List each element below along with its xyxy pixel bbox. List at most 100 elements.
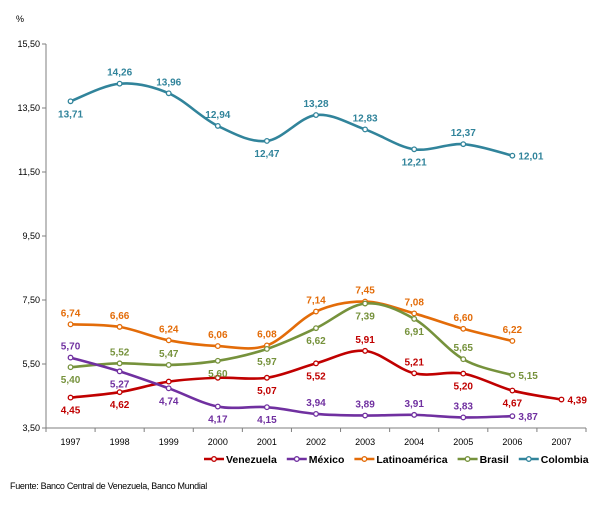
- legend-item-colombia: Colombia: [518, 454, 589, 466]
- data-label: 14,26: [107, 68, 132, 79]
- data-point: [214, 122, 221, 129]
- series-layer: [67, 80, 565, 421]
- data-point: [165, 378, 172, 385]
- data-label: 12,21: [402, 157, 427, 168]
- data-label: 5,15: [518, 371, 538, 382]
- data-point: [558, 396, 565, 403]
- x-tick-label: 1997: [61, 437, 81, 447]
- data-point: [362, 412, 369, 419]
- axes: 3,50 5,50 7,50 9,50 11,50 13,50 15,50 1997 1998 1…: [17, 39, 587, 447]
- data-point: [411, 310, 418, 317]
- data-point: [67, 354, 74, 361]
- data-label: 13,71: [58, 109, 83, 120]
- data-point: [411, 315, 418, 322]
- y-tick-label: 11,50: [18, 167, 40, 177]
- series-line: [70, 356, 513, 419]
- data-point: [362, 347, 369, 354]
- data-label: 4,74: [159, 396, 179, 407]
- x-tick-label: 2004: [404, 437, 424, 447]
- data-label: 5,27: [110, 379, 130, 390]
- legend-swatch-marker: [464, 456, 471, 462]
- data-label: 3,89: [355, 400, 375, 411]
- data-label: 4,15: [257, 415, 277, 426]
- data-point: [411, 370, 418, 377]
- data-point: [263, 138, 270, 144]
- data-point: [313, 410, 319, 417]
- data-label: 6,74: [61, 308, 81, 319]
- data-point: [313, 325, 319, 332]
- data-label: 7,39: [355, 312, 375, 323]
- data-label: 12,37: [451, 128, 476, 139]
- data-label: 4,17: [208, 415, 228, 426]
- legend-item-latinoamerica: Latinoamérica: [354, 454, 448, 466]
- data-label: 4,67: [503, 399, 523, 410]
- x-tick-label: 2003: [355, 437, 375, 447]
- data-point: [460, 414, 467, 421]
- legend-label: Latinoamérica: [376, 454, 447, 466]
- data-label: 6,91: [404, 327, 424, 338]
- data-label: 7,45: [355, 286, 375, 297]
- data-point: [165, 90, 172, 97]
- data-label: 5,21: [404, 357, 424, 368]
- series-brasil: [67, 300, 516, 379]
- data-point: [509, 338, 516, 344]
- data-label: 5,52: [306, 371, 326, 382]
- data-point: [116, 389, 123, 396]
- data-label: 3,94: [306, 398, 326, 409]
- legend-swatch-marker: [293, 456, 300, 462]
- data-label: 6,08: [257, 329, 277, 340]
- y-tick-label: 5,50: [22, 359, 40, 369]
- data-label: 13,96: [156, 77, 181, 88]
- data-point: [165, 337, 172, 344]
- data-point: [214, 357, 221, 364]
- y-axis-unit-label: %: [16, 14, 24, 24]
- data-label: 5,65: [454, 343, 474, 354]
- data-point: [509, 387, 516, 394]
- data-point: [165, 362, 172, 368]
- x-tick-label: 2005: [453, 437, 473, 447]
- data-point: [411, 146, 418, 153]
- legend-item-brasil: Brasil: [457, 454, 509, 466]
- data-point: [362, 126, 369, 133]
- data-label: 5,20: [454, 382, 474, 393]
- data-label: 3,91: [404, 399, 424, 410]
- data-label: 6,06: [208, 330, 228, 341]
- data-label: 3,83: [454, 401, 474, 412]
- y-tick-label: 7,50: [22, 295, 40, 305]
- source-note: Fuente: Banco Central de Venezuela, Banc…: [10, 481, 207, 491]
- data-point: [67, 364, 74, 371]
- data-label: 5,91: [355, 335, 375, 346]
- x-tick-label: 2002: [306, 437, 326, 447]
- series-line: [70, 300, 513, 350]
- legend-label: México: [309, 454, 345, 466]
- x-tick-label: 2000: [208, 437, 228, 447]
- data-point: [67, 98, 74, 105]
- data-label: 6,22: [503, 325, 523, 336]
- data-point: [460, 325, 467, 332]
- series-line: [70, 82, 513, 157]
- series-mexico: [67, 354, 516, 421]
- data-point: [116, 323, 123, 330]
- data-point: [362, 300, 369, 307]
- data-label: 4,45: [61, 406, 81, 417]
- data-point: [313, 308, 319, 315]
- data-point: [460, 141, 467, 148]
- y-tick-label: 15,50: [17, 39, 40, 49]
- y-tick-label: 9,50: [22, 231, 40, 241]
- x-tick-label: 2006: [502, 437, 522, 447]
- data-label: 6,66: [110, 311, 130, 322]
- data-label: 13,28: [303, 99, 328, 110]
- legend-swatch-marker: [211, 456, 217, 462]
- data-point: [214, 343, 221, 350]
- data-label: 5,07: [257, 386, 277, 397]
- data-label: 5,70: [61, 342, 81, 353]
- data-label: 4,62: [110, 400, 130, 411]
- data-point: [263, 404, 270, 411]
- y-tick-label: 3,50: [22, 423, 40, 433]
- data-point: [509, 413, 516, 420]
- series-colombia: [67, 80, 516, 159]
- x-tick-label: 1999: [159, 437, 179, 447]
- data-point: [116, 80, 123, 87]
- legend: Venezuela México Latinoamérica Brasil Colomb…: [204, 454, 589, 466]
- legend-item-venezuela: Venezuela: [204, 454, 277, 466]
